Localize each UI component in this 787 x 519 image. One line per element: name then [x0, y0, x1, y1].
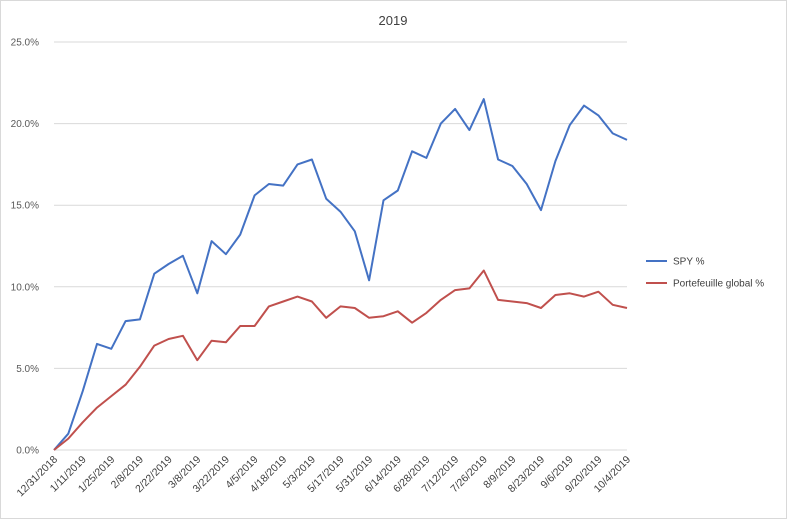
legend: SPY % Portefeuille global % [646, 257, 764, 290]
y-tick-label: 5.0% [16, 364, 39, 375]
y-tick-label: 0.0% [16, 446, 39, 457]
chart-title: 2019 [379, 13, 408, 28]
y-tick-label: 10.0% [11, 282, 39, 293]
series-line-1 [53, 98, 628, 451]
series-line-2 [53, 269, 628, 451]
x-axis-ticks: 12/31/20181/11/20191/25/20192/8/20192/22… [14, 454, 633, 500]
series-lines [53, 98, 628, 451]
y-tick-label: 20.0% [11, 119, 39, 130]
y-tick-label: 15.0% [11, 201, 39, 212]
gridlines [54, 41, 627, 451]
y-tick-label: 25.0% [11, 38, 39, 49]
legend-label: Portefeuille global % [673, 279, 764, 290]
y-axis-ticks: 0.0% 5.0% 10.0% 15.0% 20.0% 25.0% [11, 38, 39, 457]
legend-label: SPY % [673, 257, 705, 268]
